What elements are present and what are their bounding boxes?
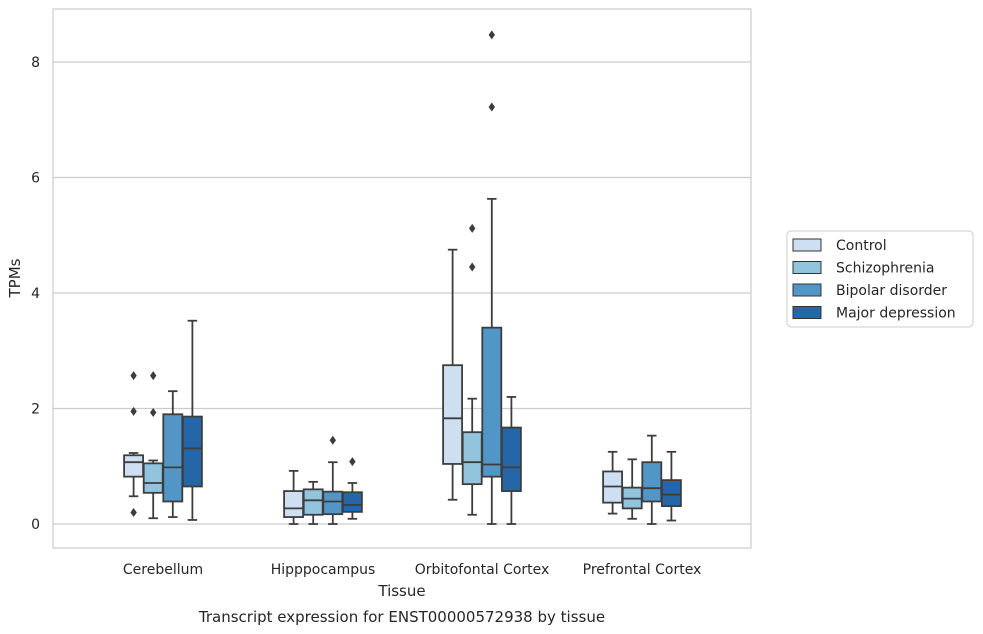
legend-swatch-0 bbox=[792, 238, 822, 252]
box-iqr bbox=[181, 415, 203, 488]
y-tick-label-8: 8 bbox=[31, 55, 40, 71]
outlier-point-0 bbox=[349, 457, 356, 467]
box-2-0 bbox=[442, 248, 464, 501]
box-iqr bbox=[442, 364, 464, 465]
x-tick-label-3: Prefrontal Cortex bbox=[583, 562, 702, 578]
box-0-1 bbox=[142, 371, 164, 520]
box-iqr bbox=[341, 491, 363, 513]
box-iqr bbox=[461, 431, 483, 486]
box-0-2 bbox=[162, 390, 184, 518]
x-tick-label-0: Cerebellum bbox=[123, 562, 203, 578]
box-2-3 bbox=[500, 396, 522, 525]
box-2-2 bbox=[481, 30, 503, 525]
legend-label-2: Bipolar disorder bbox=[836, 283, 947, 299]
outlier-point-1 bbox=[150, 371, 157, 381]
legend-label-3: Major depression bbox=[836, 306, 956, 322]
legend-label-0: Control bbox=[836, 238, 887, 254]
outlier-point-1 bbox=[130, 406, 137, 416]
box-iqr bbox=[142, 462, 164, 494]
box-1-2 bbox=[322, 435, 344, 525]
box-iqr bbox=[661, 479, 682, 507]
box-iqr bbox=[641, 461, 663, 503]
box-iqr bbox=[302, 488, 324, 516]
box-1-3 bbox=[341, 457, 363, 520]
box-iqr bbox=[322, 490, 344, 516]
y-axis-label: TPMs bbox=[6, 258, 24, 298]
outlier-point-1 bbox=[488, 30, 495, 40]
x-tick-labels: Cerebellum Hipppocampus Orbitofontal Corte… bbox=[123, 562, 701, 578]
outlier-point-0 bbox=[469, 262, 476, 272]
y-tick-label-6: 6 bbox=[31, 171, 40, 187]
outlier-point-0 bbox=[130, 507, 137, 517]
x-tick-label-1: Hipppocampus bbox=[271, 562, 376, 578]
box-0-3 bbox=[181, 319, 203, 521]
y-tick-label-4: 4 bbox=[31, 286, 40, 302]
box-3-3 bbox=[661, 450, 682, 522]
legend-swatch-1 bbox=[792, 261, 822, 274]
box-iqr bbox=[481, 326, 503, 478]
box-3-2 bbox=[641, 434, 663, 525]
box-1-0 bbox=[283, 469, 305, 525]
x-tick-label-2: Orbitofontal Cortex bbox=[415, 562, 550, 578]
chart-title: Transcript expression for ENST0000057293… bbox=[198, 608, 605, 626]
y-tick-labels: 0 2 4 6 8 bbox=[31, 55, 40, 533]
outlier-point-0 bbox=[329, 435, 336, 445]
box-iqr bbox=[283, 490, 305, 518]
legend-swatch-3 bbox=[792, 306, 822, 319]
y-gridlines bbox=[53, 61, 751, 525]
box-groups bbox=[123, 30, 682, 525]
outlier-point-0 bbox=[488, 102, 495, 112]
y-tick-label-0: 0 bbox=[31, 517, 40, 533]
y-tick-label-2: 2 bbox=[31, 402, 40, 418]
x-axis-label: Tissue bbox=[377, 582, 425, 600]
box-0-0 bbox=[123, 371, 144, 517]
legend-swatch-2 bbox=[792, 283, 822, 297]
box-iqr bbox=[123, 454, 144, 478]
box-iqr bbox=[162, 413, 184, 503]
legend: Control Schizophrenia Bipolar disorder Majo… bbox=[786, 230, 974, 328]
legend-label-1: Schizophrenia bbox=[836, 261, 934, 277]
legend-frame bbox=[786, 230, 974, 328]
outlier-point-2 bbox=[130, 371, 137, 381]
box-iqr bbox=[500, 426, 522, 492]
outlier-point-1 bbox=[469, 223, 476, 233]
outlier-point-0 bbox=[150, 408, 157, 418]
